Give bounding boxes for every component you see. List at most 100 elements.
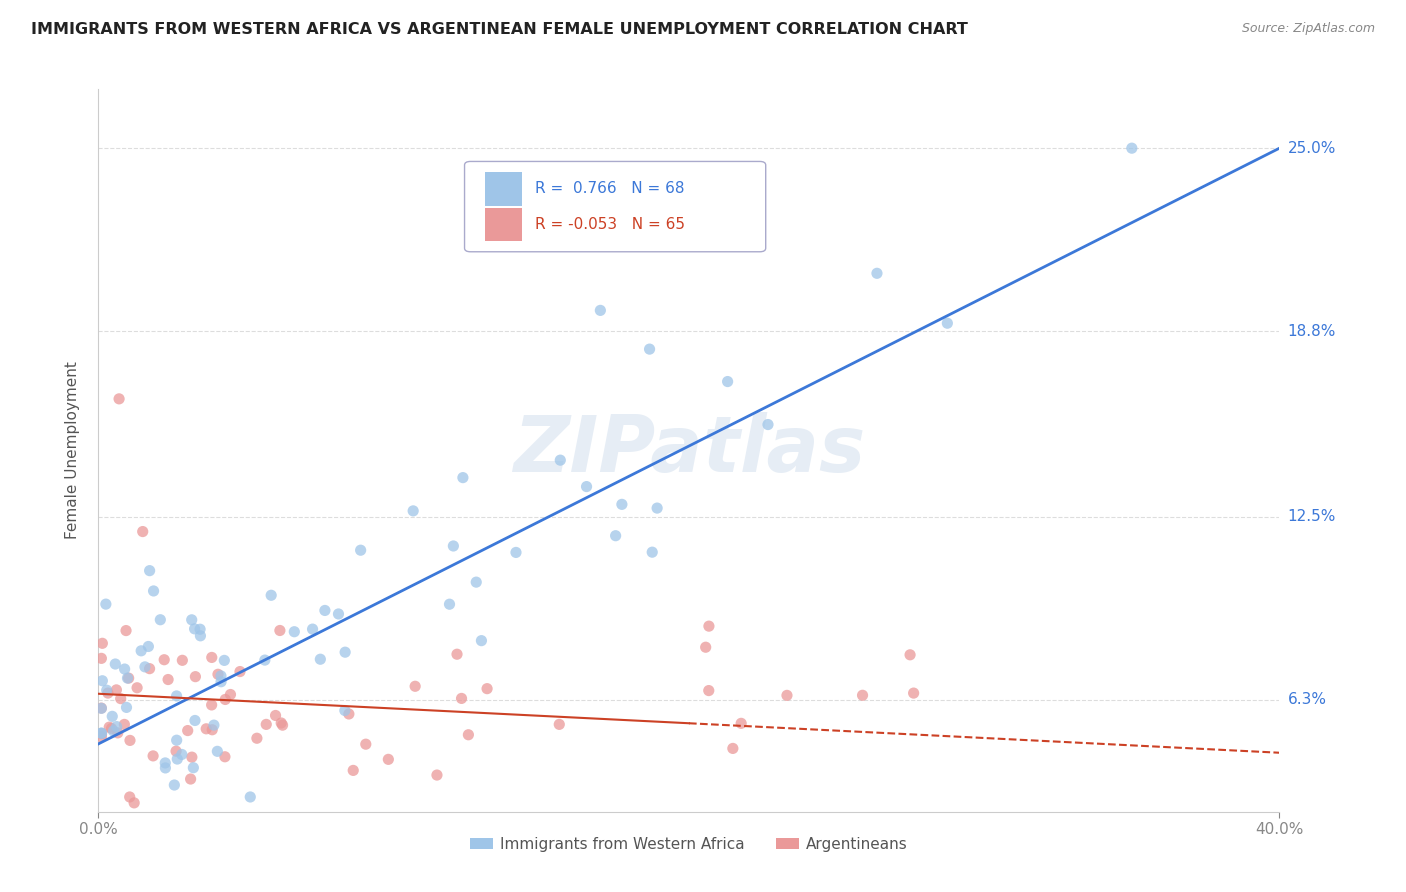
Argentineans <box>127 681 149 695</box>
Immigrants from Western Africa <box>90 726 112 740</box>
Immigrants from Western Africa <box>349 543 371 558</box>
Immigrants from Western Africa <box>638 342 661 356</box>
Argentineans <box>457 728 479 742</box>
Immigrants from Western Africa <box>202 718 225 732</box>
Immigrants from Western Africa <box>441 539 464 553</box>
Immigrants from Western Africa <box>207 744 229 758</box>
Argentineans <box>90 701 112 715</box>
Argentineans <box>730 716 752 731</box>
Immigrants from Western Africa <box>166 689 188 703</box>
Text: 18.8%: 18.8% <box>1288 324 1336 339</box>
Legend: Immigrants from Western Africa, Argentineans: Immigrants from Western Africa, Argentin… <box>464 831 914 858</box>
Immigrants from Western Africa <box>184 714 207 728</box>
Argentineans <box>695 640 717 655</box>
Argentineans <box>214 692 236 706</box>
Text: 6.3%: 6.3% <box>1288 692 1327 707</box>
Argentineans <box>269 624 291 638</box>
Immigrants from Western Africa <box>188 622 211 636</box>
Immigrants from Western Africa <box>90 726 112 740</box>
Argentineans <box>446 647 468 661</box>
Argentineans <box>142 748 165 763</box>
Argentineans <box>107 726 129 740</box>
Immigrants from Western Africa <box>641 545 664 559</box>
Text: Source: ZipAtlas.com: Source: ZipAtlas.com <box>1241 22 1375 36</box>
Text: ZIPatlas: ZIPatlas <box>513 412 865 489</box>
Immigrants from Western Africa <box>645 501 668 516</box>
Argentineans <box>184 670 207 684</box>
Immigrants from Western Africa <box>314 603 336 617</box>
Immigrants from Western Africa <box>101 709 124 723</box>
Immigrants from Western Africa <box>301 622 323 636</box>
Immigrants from Western Africa <box>105 720 128 734</box>
Immigrants from Western Africa <box>166 733 188 747</box>
Argentineans <box>214 749 236 764</box>
Argentineans <box>97 686 120 700</box>
Immigrants from Western Africa <box>190 629 212 643</box>
Immigrants from Western Africa <box>605 529 627 543</box>
Argentineans <box>138 662 160 676</box>
Argentineans <box>172 653 194 667</box>
Argentineans <box>165 744 187 758</box>
Argentineans <box>342 764 364 778</box>
Argentineans <box>157 673 180 687</box>
Immigrants from Western Africa <box>94 597 117 611</box>
Immigrants from Western Africa <box>134 660 156 674</box>
Immigrants from Western Africa <box>756 417 779 432</box>
Immigrants from Western Africa <box>328 607 350 621</box>
Argentineans <box>254 717 277 731</box>
Text: IMMIGRANTS FROM WESTERN AFRICA VS ARGENTINEAN FEMALE UNEMPLOYMENT CORRELATION CH: IMMIGRANTS FROM WESTERN AFRICA VS ARGENT… <box>31 22 967 37</box>
Argentineans <box>229 665 252 679</box>
Immigrants from Western Africa <box>117 671 139 685</box>
Argentineans <box>118 671 141 685</box>
Argentineans <box>776 689 799 703</box>
Immigrants from Western Africa <box>155 761 177 775</box>
Immigrants from Western Africa <box>183 761 205 775</box>
FancyBboxPatch shape <box>464 161 766 252</box>
Argentineans <box>122 796 145 810</box>
Immigrants from Western Africa <box>866 266 889 280</box>
Argentineans <box>112 717 135 731</box>
Immigrants from Western Africa <box>589 303 612 318</box>
Argentineans <box>337 706 360 721</box>
Text: R =  0.766   N = 68: R = 0.766 N = 68 <box>536 181 685 196</box>
Argentineans <box>90 651 112 665</box>
Argentineans <box>100 722 122 736</box>
Argentineans <box>697 683 720 698</box>
Argentineans <box>246 731 269 746</box>
Immigrants from Western Africa <box>717 375 740 389</box>
Argentineans <box>475 681 498 696</box>
Argentineans <box>177 723 200 738</box>
Argentineans <box>548 717 571 731</box>
Argentineans <box>105 682 128 697</box>
Argentineans <box>110 691 132 706</box>
Immigrants from Western Africa <box>91 673 114 688</box>
Immigrants from Western Africa <box>260 588 283 602</box>
Argentineans <box>270 716 292 731</box>
Argentineans <box>354 737 377 751</box>
Immigrants from Western Africa <box>114 662 136 676</box>
Immigrants from Western Africa <box>333 645 356 659</box>
Immigrants from Western Africa <box>170 747 193 762</box>
Argentineans <box>377 752 399 766</box>
Immigrants from Western Africa <box>1121 141 1143 155</box>
Immigrants from Western Africa <box>183 622 205 636</box>
Immigrants from Western Africa <box>138 640 160 654</box>
Argentineans <box>132 524 155 539</box>
Immigrants from Western Africa <box>115 700 138 714</box>
Argentineans <box>903 686 925 700</box>
Immigrants from Western Africa <box>253 653 276 667</box>
Argentineans <box>201 650 224 665</box>
Immigrants from Western Africa <box>166 752 188 766</box>
Immigrants from Western Africa <box>104 657 127 671</box>
Immigrants from Western Africa <box>505 545 527 559</box>
Immigrants from Western Africa <box>155 756 177 770</box>
Argentineans <box>426 768 449 782</box>
Immigrants from Western Africa <box>465 575 488 590</box>
Immigrants from Western Africa <box>610 497 633 511</box>
Immigrants from Western Africa <box>138 564 160 578</box>
Immigrants from Western Africa <box>470 633 492 648</box>
Argentineans <box>898 648 921 662</box>
Immigrants from Western Africa <box>129 644 152 658</box>
Text: 25.0%: 25.0% <box>1288 141 1336 156</box>
Immigrants from Western Africa <box>402 504 425 518</box>
